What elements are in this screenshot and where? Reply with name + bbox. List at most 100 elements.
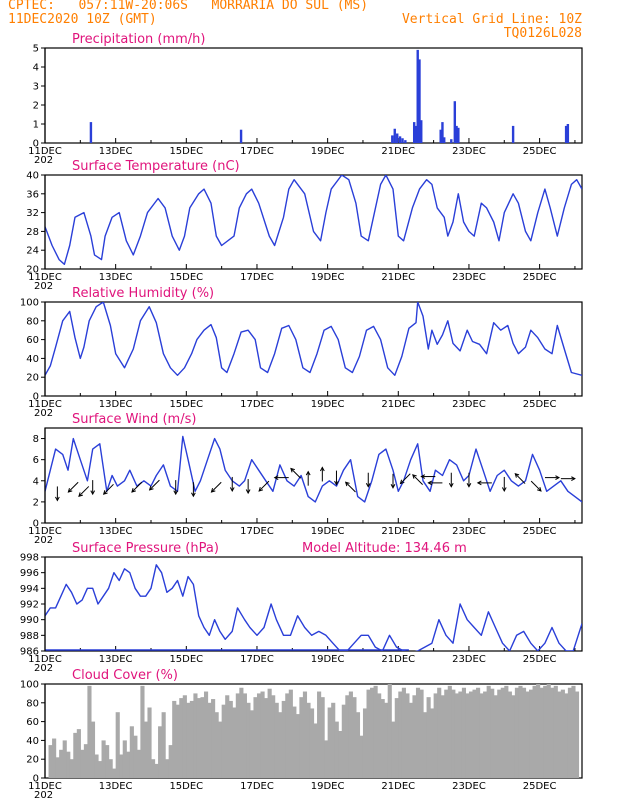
wind-arrow-head bbox=[210, 488, 216, 493]
y-tick-label: 36 bbox=[26, 189, 39, 200]
precip-bar bbox=[443, 137, 446, 143]
plot-frame bbox=[44, 556, 583, 652]
wind-arrow-head bbox=[344, 481, 350, 487]
wind-arrow-head bbox=[67, 488, 73, 493]
cloud-bar bbox=[370, 687, 375, 778]
wind-arrow-head bbox=[334, 480, 339, 486]
x-tick-label: 17DEC bbox=[240, 654, 274, 665]
panel-6: 0 20 40 60 80 100 11DEC 13DEC 15DEC 17DEC 19DEC 21D… bbox=[20, 668, 583, 800]
x-tick-label: 21DEC bbox=[381, 399, 415, 410]
cloud-bar bbox=[366, 689, 371, 778]
cloud-bar bbox=[143, 721, 149, 778]
y-tick-label: 998 bbox=[20, 553, 39, 564]
y-tick-label: 32 bbox=[26, 208, 39, 219]
panel-5: 986 988 990 992 994 996 998 11DEC 13DEC 15DEC 17DE… bbox=[20, 541, 583, 674]
cloud-bar bbox=[373, 685, 378, 778]
x-tick-label: 23DEC bbox=[452, 399, 486, 410]
x-tick-label: 25DEC bbox=[523, 146, 557, 157]
cloud-bar bbox=[504, 685, 509, 778]
header: CPTEC: 057:11W-20:06S MORRARIA DO SUL (M… bbox=[0, 0, 618, 46]
cloud-bar bbox=[189, 700, 194, 778]
cloud-bar bbox=[324, 740, 329, 778]
cloud-bar bbox=[207, 702, 212, 778]
cloud-bar bbox=[136, 749, 141, 778]
x-tick-label: 19DEC bbox=[311, 272, 345, 283]
cloud-bar bbox=[550, 687, 555, 778]
x-tick-label: 17DEC bbox=[240, 399, 274, 410]
x-year-label: 202 bbox=[34, 155, 53, 166]
cloud-bar bbox=[518, 685, 523, 778]
cloud-bar bbox=[405, 693, 410, 778]
cloud-bar bbox=[69, 759, 74, 778]
precip-bar bbox=[441, 122, 444, 143]
wind-arrow bbox=[258, 480, 270, 492]
panel-title: Surface Wind (m/s) bbox=[72, 412, 196, 427]
x-tick-label: 17DEC bbox=[240, 526, 274, 537]
cloud-bar bbox=[267, 688, 272, 778]
cloud-bar bbox=[87, 685, 92, 778]
cloud-bar bbox=[557, 691, 562, 778]
cloud-bar bbox=[256, 693, 262, 778]
wind-arrow-head bbox=[427, 480, 433, 486]
x-tick-label: 19DEC bbox=[311, 781, 345, 792]
wind-arrow bbox=[412, 474, 423, 485]
x-year-label: 202 bbox=[34, 281, 53, 292]
y-tick-label: 2 bbox=[33, 497, 39, 508]
cloud-bar bbox=[493, 695, 498, 778]
x-tick-label: 15DEC bbox=[169, 146, 203, 157]
wind-arrow bbox=[211, 481, 222, 493]
cloud-bar bbox=[246, 702, 251, 778]
cloud-bar bbox=[214, 712, 219, 778]
wind-arrow-head bbox=[55, 496, 60, 502]
cloud-bar bbox=[362, 708, 368, 778]
cloud-bar bbox=[147, 707, 152, 778]
cloud-bar bbox=[574, 691, 580, 778]
cloud-bar bbox=[536, 684, 541, 778]
cloud-bar bbox=[352, 697, 357, 778]
cloud-bar bbox=[355, 712, 361, 778]
wind-arrow-head bbox=[78, 492, 83, 497]
y-tick-label: 992 bbox=[20, 600, 39, 611]
plot-frame bbox=[44, 174, 583, 270]
precip-bar bbox=[418, 59, 421, 143]
cloud-bar bbox=[200, 697, 205, 778]
wind-arrow bbox=[103, 483, 114, 495]
cloud-bar bbox=[225, 695, 230, 778]
x-tick-label: 13DEC bbox=[99, 526, 133, 537]
date-line: 11DEC2020 10Z (GMT) bbox=[8, 12, 157, 27]
cloud-bar bbox=[486, 685, 491, 778]
x-tick-label: 21DEC bbox=[381, 146, 415, 157]
cloud-bar bbox=[447, 685, 452, 778]
wind-arrow-head bbox=[476, 480, 482, 486]
plot-frame bbox=[44, 301, 583, 397]
cloud-bar bbox=[281, 700, 286, 778]
x-tick-label: 13DEC bbox=[99, 654, 133, 665]
cloud-bar bbox=[105, 745, 110, 778]
cloud-bar bbox=[451, 689, 456, 778]
y-tick-label: 40 bbox=[26, 736, 39, 747]
y-tick-label: 986 bbox=[20, 647, 39, 658]
x-tick-label: 25DEC bbox=[523, 781, 557, 792]
cloud-bar bbox=[168, 745, 173, 778]
cloud-bar bbox=[454, 693, 459, 778]
panel-title: Precipitation (mm/h) bbox=[72, 32, 205, 47]
cloud-bar bbox=[288, 689, 293, 778]
panel-1: 0 1 2 3 4 5 11DEC 13DEC 15DEC 17DEC 19DEC 21DEC 23DE… bbox=[28, 32, 583, 166]
x-tick-label: 21DEC bbox=[381, 654, 415, 665]
cloud-bar bbox=[122, 740, 127, 778]
y-tick-label: 100 bbox=[20, 298, 39, 309]
cloud-bar bbox=[165, 759, 170, 778]
cloud-bar bbox=[239, 687, 244, 778]
precip-bar bbox=[89, 122, 93, 143]
cloud-bar bbox=[218, 721, 223, 778]
cloud-bar bbox=[423, 712, 428, 778]
cloud-bar bbox=[317, 691, 322, 778]
cloud-bar bbox=[302, 691, 308, 778]
cloud-bar bbox=[193, 693, 198, 778]
cloud-bar bbox=[140, 685, 145, 778]
cloud-bar bbox=[175, 704, 180, 778]
wind-arrow-head bbox=[390, 484, 396, 489]
cloud-bar bbox=[419, 689, 424, 778]
cloud-bar bbox=[48, 745, 53, 778]
